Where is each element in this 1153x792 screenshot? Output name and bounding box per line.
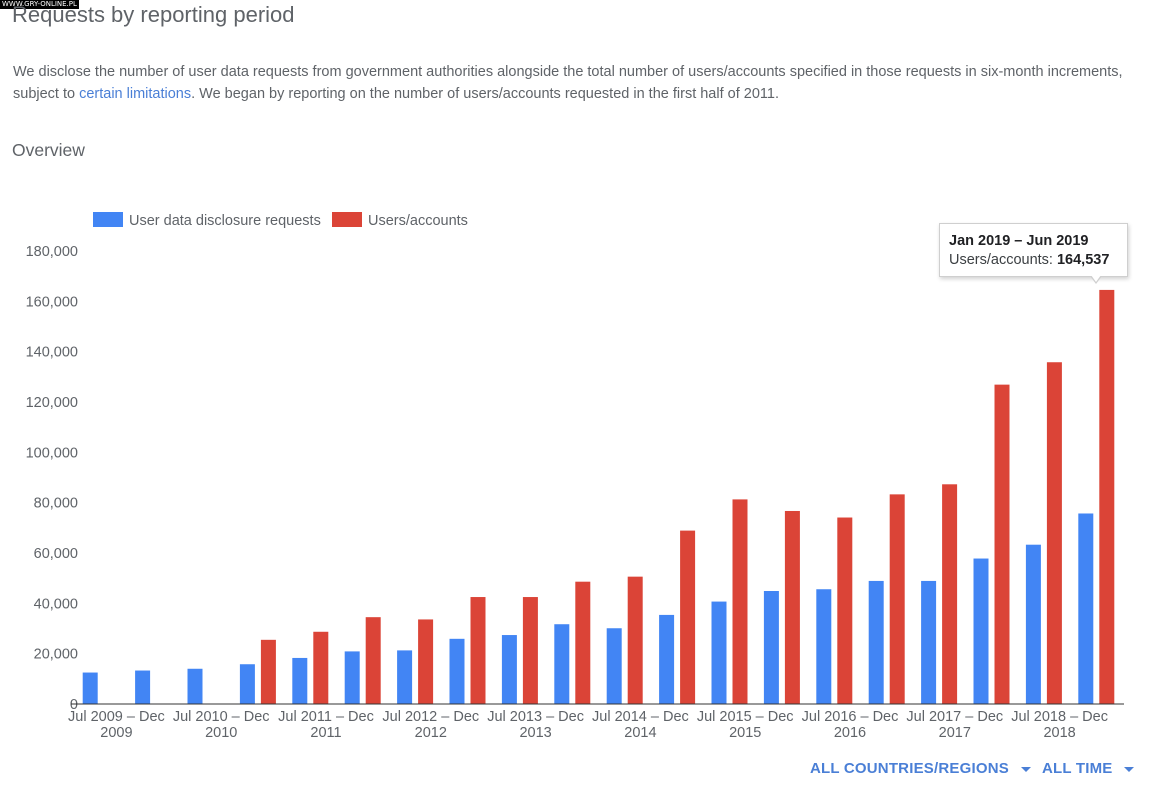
watermark: WWW.GRY-ONLINE.PL <box>0 0 79 9</box>
y-tick-label: 60,000 <box>34 546 78 562</box>
tooltip-value: 164,537 <box>1056 252 1110 268</box>
requests-bar <box>82 672 98 704</box>
tooltip-label: Users/accounts: <box>949 252 1053 268</box>
x-tick-label-year: 2011 <box>310 725 341 741</box>
y-tick-label: 80,000 <box>34 496 78 512</box>
accounts-bar <box>784 510 800 704</box>
requests-bar <box>763 591 779 704</box>
x-tick-label: Jul 2013 – Dec <box>487 709 584 725</box>
y-tick-label: 180,000 <box>26 244 78 260</box>
accounts-bar <box>575 581 591 704</box>
legend-label: User data disclosure requests <box>129 213 321 229</box>
x-tick-label-year: 2017 <box>939 725 971 741</box>
requests-bar <box>816 589 832 704</box>
accounts-bar <box>418 619 434 704</box>
tooltip-pointer-inner <box>1091 275 1101 282</box>
tooltip-period: Jan 2019 – Jun 2019 <box>949 233 1089 249</box>
x-tick-label-year: 2018 <box>1043 725 1075 741</box>
requests-bar <box>1025 544 1041 704</box>
y-tick-label: 0 <box>70 697 78 713</box>
x-tick-label-year: 2009 <box>100 725 132 741</box>
y-tick-label: 160,000 <box>26 294 78 310</box>
accounts-bar <box>732 499 748 704</box>
requests-bar <box>344 651 360 704</box>
requests-bar <box>973 558 989 704</box>
accounts-bar <box>837 517 853 704</box>
accounts-bar <box>942 484 958 704</box>
requests-chart: User data disclosure requests Users/accou… <box>26 212 1124 741</box>
y-tick-label: 100,000 <box>26 445 78 461</box>
y-tick-label: 40,000 <box>34 596 78 612</box>
legend-swatch <box>93 212 123 227</box>
x-tick-label-year: 2016 <box>834 725 866 741</box>
requests-bar <box>868 580 884 704</box>
requests-bar <box>606 628 622 704</box>
requests-bar <box>921 580 937 704</box>
page-title: Requests by reporting period <box>12 2 295 27</box>
countries-regions-label: ALL COUNTRIES/REGIONS <box>810 760 1009 777</box>
requests-bar <box>292 657 308 704</box>
overview-heading: Overview <box>12 140 85 160</box>
chart-tooltip: Jan 2019 – Jun 2019 Users/accounts: 164,5… <box>939 223 1128 277</box>
x-tick-label: Jul 2011 – Dec <box>278 709 374 725</box>
certain-limitations-link[interactable]: certain limitations <box>79 86 192 102</box>
requests-bar <box>1078 513 1094 704</box>
x-tick-label-year: 2015 <box>729 725 761 741</box>
accounts-bar <box>260 639 276 704</box>
x-tick-label-year: 2013 <box>519 725 551 741</box>
description-text-2: . We began by reporting on the number of… <box>191 86 779 102</box>
x-tick-label: Jul 2018 – Dec <box>1011 709 1108 725</box>
y-tick-label: 20,000 <box>34 647 78 663</box>
x-tick-label: Jul 2014 – Dec <box>592 709 689 725</box>
x-tick-label: Jul 2009 – Dec <box>68 709 165 725</box>
y-tick-label: 140,000 <box>26 345 78 361</box>
description: We disclose the number of user data requ… <box>13 61 1123 105</box>
time-range-filter[interactable]: ALL TIME <box>1042 760 1135 777</box>
time-range-label: ALL TIME <box>1042 760 1113 777</box>
requests-bar <box>239 664 255 704</box>
countries-regions-filter[interactable]: ALL COUNTRIES/REGIONS <box>810 760 1031 777</box>
requests-bar <box>397 650 413 704</box>
x-tick-label-year: 2012 <box>415 725 447 741</box>
accounts-bar <box>994 384 1010 704</box>
requests-bar <box>711 601 727 704</box>
x-tick-label: Jul 2016 – Dec <box>802 709 899 725</box>
requests-bar <box>187 668 203 704</box>
tooltip-row: Users/accounts: 164,537 <box>949 250 1118 271</box>
x-tick-label: Jul 2012 – Dec <box>382 709 479 725</box>
x-tick-label: Jul 2010 – Dec <box>173 709 270 725</box>
accounts-bar <box>470 597 486 704</box>
legend-swatch <box>332 212 362 227</box>
description-text-1: We disclose the number of user data requ… <box>13 64 1123 102</box>
requests-bar <box>501 635 517 704</box>
accounts-bar <box>889 494 905 704</box>
legend-label: Users/accounts <box>368 213 468 229</box>
x-tick-label: Jul 2017 – Dec <box>906 709 1003 725</box>
accounts-bar <box>365 617 381 704</box>
requests-bar <box>135 670 151 704</box>
requests-bar <box>554 624 570 704</box>
x-tick-label-year: 2010 <box>205 725 237 741</box>
accounts-bar <box>522 597 538 704</box>
chevron-down-icon <box>1124 766 1135 772</box>
accounts-bar <box>1046 362 1062 704</box>
x-tick-label-year: 2014 <box>624 725 656 741</box>
requests-bar <box>449 638 465 704</box>
chevron-down-icon <box>1020 766 1031 772</box>
requests-bar <box>659 614 675 704</box>
accounts-bar <box>627 576 643 704</box>
accounts-bar <box>1099 289 1115 704</box>
y-tick-label: 120,000 <box>26 395 78 411</box>
x-tick-label: Jul 2015 – Dec <box>697 709 794 725</box>
accounts-bar <box>313 631 329 704</box>
accounts-bar <box>680 530 696 704</box>
